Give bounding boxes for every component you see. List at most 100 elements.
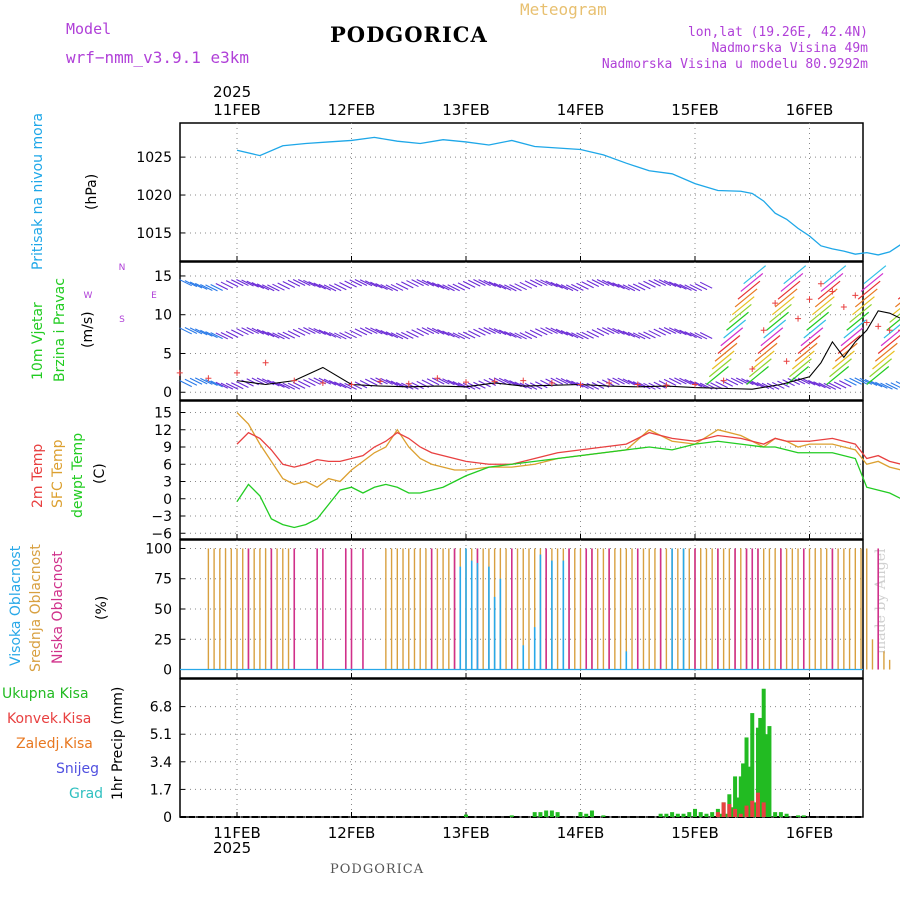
wind-arrow-storm [877,335,900,354]
precip-total-bar [601,815,606,817]
wind-barb [344,331,357,339]
wind-gust-markers [176,280,900,389]
wind-gust-mark [291,377,298,384]
wind-barb [663,378,677,386]
precip-total-bar [538,812,543,817]
wind-barb [844,378,857,386]
temp-ytick-label: 9 [163,440,172,456]
wind-barb [498,377,512,385]
precip-total-bar [589,810,594,817]
wind-arrow-storm [737,280,761,300]
wind-barb [251,282,265,290]
precip-ytick-label: 3.4 [150,755,172,771]
wind-barb [808,379,821,387]
wind-barb [504,284,517,292]
wind-barb [328,331,342,339]
wind-arrow-storm [869,358,892,378]
wind-gust-mark [548,379,555,386]
wind-barb [555,328,569,336]
wind-arrow-storm [728,304,752,323]
wind-barb [215,332,229,340]
wind-barb [267,284,280,292]
wind-barb [354,278,368,286]
wind-barb [869,380,883,388]
wind-barb [349,329,363,337]
precip-total-bar [549,810,554,817]
legend-ukupna: Ukupna Kisa [2,686,89,702]
wind-arrow-storm [840,327,864,347]
wind-gust-mark [898,329,900,331]
precip-total-bar [718,813,723,817]
wind-barb [364,327,378,335]
precip-total-bar [532,812,537,817]
wind-barb [241,279,254,287]
wind-barb [643,331,656,339]
wind-arrow-storm [706,366,729,385]
precip-total-bar [744,737,749,817]
wind-barb [751,380,764,388]
wind-gust-mark [852,292,859,299]
precip-total-bar [658,813,663,817]
t2m-line [236,431,900,468]
wind-barb [313,282,326,290]
wind-ytick-label: 5 [163,346,172,362]
wind-gust-mark [772,300,779,307]
wind-barb [663,280,677,288]
wind-barb [442,378,455,386]
wind-barb [565,284,579,292]
precip-total-bar [710,812,715,817]
wind-barb [571,332,584,340]
precip-total-bar [664,813,669,817]
wind-arrow-storm [860,272,884,292]
wind-gust-mark [863,319,870,326]
temp-ytick-label: 6 [163,457,172,473]
wind-barb [251,377,265,385]
wind-arrow-storm [760,327,784,347]
wind-barb [864,378,878,386]
wind-gust-mark [663,382,670,389]
wind-barb [462,280,476,288]
wind-ytick-label: 10 [154,308,172,324]
wind-barb [581,281,594,289]
wind-arrow-storm [777,280,801,300]
wind-barb [452,332,466,340]
wind-barb [854,377,867,385]
compass-south: S [119,315,125,325]
wind-gust-mark [806,296,813,303]
wind-barb [674,282,687,290]
wind-barb [658,327,672,335]
compass-north: N [119,263,126,273]
precip-total-bar [509,815,514,817]
wind-gust-mark [176,369,183,376]
pressure-ytick-label: 1015 [136,226,172,242]
wind-barb [473,328,486,336]
wind-barb [292,381,306,389]
wind-arrow-storm [889,313,900,323]
wind-arrow-storm [751,350,775,370]
wind-barb [555,283,569,291]
wind-barb [303,279,316,287]
wind-barb [256,283,270,291]
model-label: Model [66,20,112,38]
wind-arrow-storm [803,319,827,339]
wind-barb [426,327,440,335]
wind-barb [318,377,332,385]
precip-total-bar [693,808,697,817]
wind-barb [447,284,460,292]
precip-konv-bar [715,812,720,817]
precip-total-bar [801,815,806,817]
wind-barb [653,381,667,389]
wind-barb [468,279,481,287]
wind-barb [287,330,301,338]
wind-barb [220,281,234,289]
wind-gust-mark [829,288,836,295]
wind-frame [179,261,864,401]
wind-barb [318,283,332,291]
wind-barb [349,279,363,287]
wind-gust-mark [634,381,641,388]
precip-konv-bar [727,804,732,817]
wind-arrow-storm [809,304,832,323]
wind-barb [457,382,471,390]
wind-barb [818,382,831,390]
wind-barb [334,332,347,340]
